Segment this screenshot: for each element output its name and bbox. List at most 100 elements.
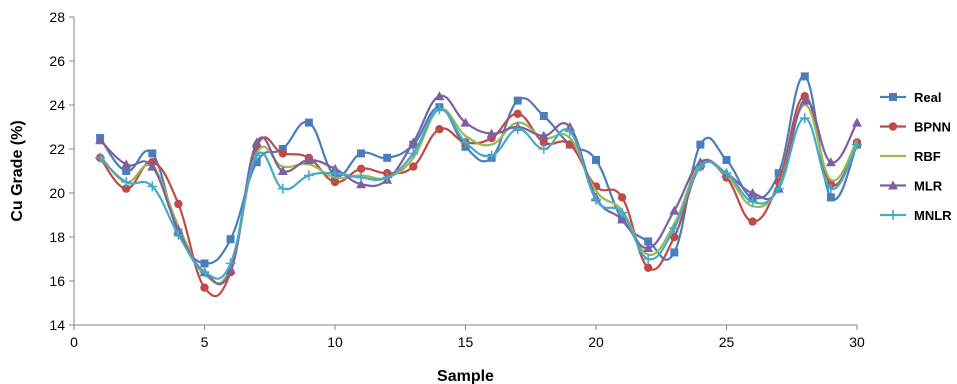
- data-point-mnlr: [121, 177, 132, 187]
- data-point-real: [252, 158, 261, 167]
- data-point-mnlr: [538, 144, 549, 154]
- data-point-real: [696, 140, 705, 149]
- data-point-mlr: [669, 205, 680, 215]
- data-point-mlr: [408, 137, 419, 147]
- y-axis-title: Cu Grade (%): [9, 120, 26, 221]
- data-point-mlr: [617, 214, 628, 224]
- data-point-mnlr: [199, 267, 210, 278]
- data-point-mlr: [95, 135, 106, 145]
- x-tick-label: 0: [70, 334, 78, 350]
- data-point-mlr: [643, 243, 654, 252]
- data-point-mlr: [434, 91, 445, 101]
- data-point-mnlr: [356, 172, 367, 183]
- data-point-real: [539, 112, 548, 120]
- legend-item-mnlr: MNLR: [880, 208, 952, 223]
- data-point-mnlr: [695, 161, 706, 172]
- x-tick-label: 30: [849, 334, 865, 350]
- data-point-mnlr: [173, 229, 184, 240]
- data-point-real: [383, 153, 392, 162]
- data-point-real: [278, 145, 287, 153]
- y-tick-label: 20: [49, 185, 65, 201]
- data-point-mnlr: [617, 207, 628, 218]
- data-point-mnlr: [721, 168, 732, 179]
- data-point-mnlr: [460, 137, 471, 148]
- x-tick-label: 10: [327, 334, 343, 350]
- data-point-mnlr: [225, 258, 236, 269]
- legend-marker: [889, 93, 897, 101]
- data-point-bpnn: [330, 177, 340, 187]
- data-point-mlr: [147, 161, 158, 171]
- data-point-mnlr: [251, 150, 262, 161]
- data-point-mlr: [121, 159, 132, 169]
- data-point-mnlr: [512, 124, 523, 135]
- legend-label: MLR: [914, 179, 943, 194]
- data-point-bpnn: [617, 193, 627, 202]
- data-point-real: [722, 156, 731, 164]
- series-layer: [95, 72, 862, 298]
- data-point-bpnn: [122, 184, 131, 193]
- series-line-mnlr: [99, 108, 858, 280]
- legend-label: RBF: [914, 149, 941, 164]
- data-point-bpnn: [356, 164, 366, 173]
- data-point-mlr: [852, 117, 862, 127]
- series-real: [96, 72, 861, 268]
- data-point-mnlr: [669, 223, 680, 234]
- x-tick-label: 25: [719, 334, 735, 350]
- data-point-mnlr: [303, 170, 314, 181]
- legend-marker: [888, 122, 898, 131]
- data-point-bpnn: [644, 263, 653, 272]
- data-point-real: [148, 149, 157, 158]
- data-point-real: [200, 259, 209, 268]
- legend-item-bpnn: BPNN: [880, 120, 951, 135]
- y-tick-label: 28: [49, 9, 65, 25]
- data-point-mnlr: [591, 194, 601, 205]
- data-point-real: [670, 248, 679, 257]
- data-point-mnlr: [643, 254, 654, 264]
- data-point-mlr: [460, 117, 471, 127]
- data-point-real: [357, 149, 366, 158]
- data-point-mnlr: [382, 172, 393, 183]
- data-point-real: [226, 235, 235, 244]
- data-point-mnlr: [147, 181, 158, 192]
- axes: 14 16 18 20 22 24 26 28 0 5 10 15 20 25 30 Sample Cu Gra…: [9, 9, 865, 384]
- data-point-bpnn: [174, 199, 183, 209]
- x-tick-label: 20: [588, 334, 604, 350]
- legend-item-rbf: RBF: [880, 149, 941, 164]
- data-point-real: [592, 156, 600, 164]
- data-point-mnlr: [564, 126, 575, 137]
- x-axis-title: Sample: [437, 368, 494, 384]
- data-point-mnlr: [799, 113, 810, 124]
- data-point-real: [644, 237, 653, 246]
- data-point-bpnn: [513, 109, 522, 119]
- data-point-bpnn: [435, 125, 444, 134]
- data-point-mlr: [356, 179, 367, 189]
- data-point-mnlr: [825, 183, 836, 194]
- data-point-real: [774, 169, 783, 178]
- data-point-mnlr: [408, 148, 419, 159]
- data-point-real: [800, 72, 809, 81]
- data-point-mnlr: [773, 183, 784, 194]
- data-point-real: [826, 193, 835, 202]
- legend-marker: [888, 180, 898, 190]
- y-tick-label: 24: [49, 97, 65, 113]
- legend-label: Real: [914, 90, 941, 105]
- data-point-mlr: [486, 128, 497, 138]
- data-point-bpnn: [278, 149, 287, 158]
- data-point-mnlr: [434, 104, 445, 115]
- x-tick-label: 5: [201, 334, 209, 350]
- data-point-bpnn: [565, 140, 575, 149]
- data-point-mlr: [799, 95, 810, 105]
- y-tick-label: 22: [49, 141, 65, 157]
- legend-item-mlr: MLR: [880, 179, 943, 194]
- data-point-bpnn: [748, 217, 757, 226]
- data-point-real: [513, 96, 522, 105]
- data-point-bpnn: [200, 283, 209, 292]
- series-mnlr: [95, 104, 862, 280]
- data-point-mlr: [825, 157, 836, 167]
- data-point-mlr: [538, 130, 549, 140]
- legend: Real BPNN RBF MLR MNLR: [880, 90, 952, 223]
- legend-label: MNLR: [914, 208, 952, 223]
- y-tick-label: 14: [49, 317, 65, 333]
- y-tick-label: 18: [49, 229, 65, 245]
